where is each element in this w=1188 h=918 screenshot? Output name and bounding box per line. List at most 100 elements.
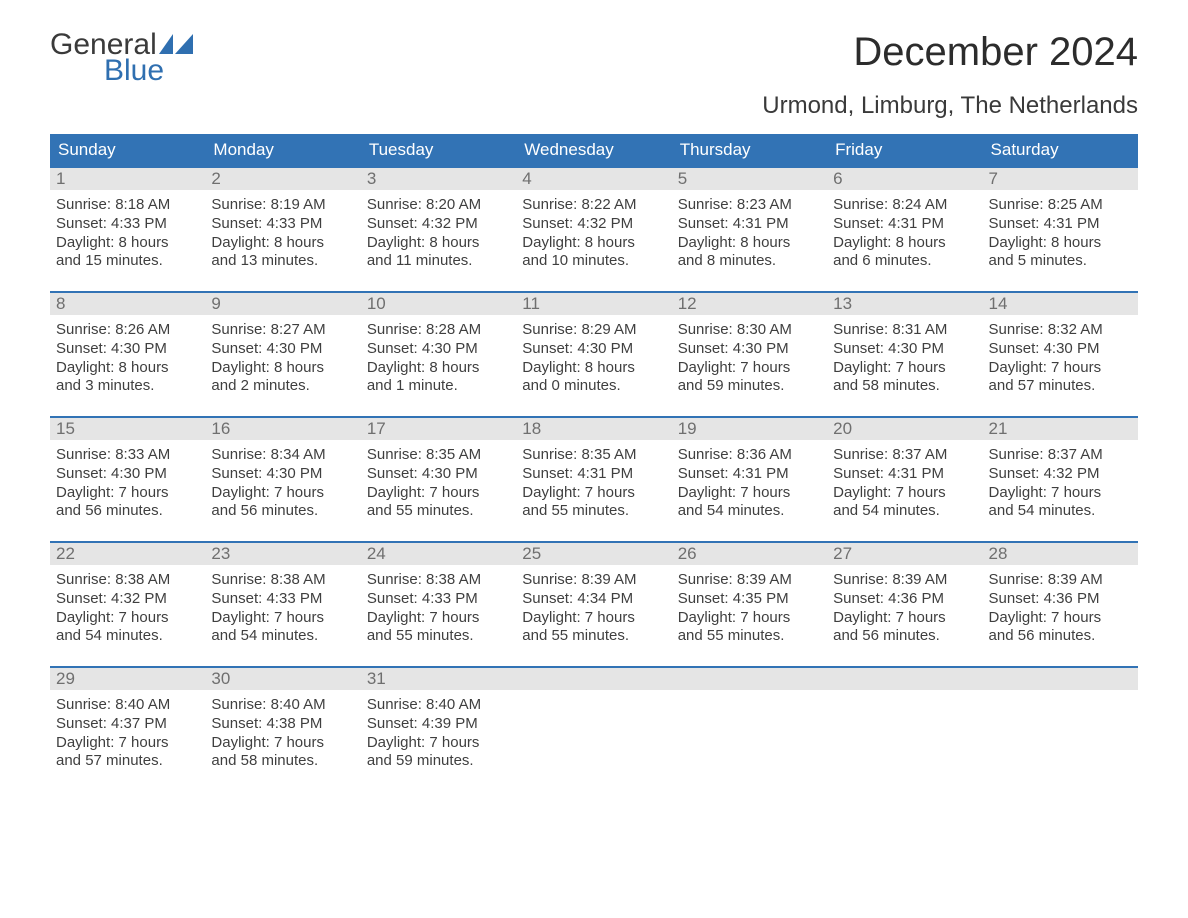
dow-thursday: Thursday [672,134,827,166]
day-number: 13 [827,293,982,315]
daylight-line-1: Daylight: 7 hours [522,609,665,628]
daylight-line-1: Daylight: 7 hours [211,609,354,628]
day-body: Sunrise: 8:23 AMSunset: 4:31 PMDaylight:… [672,190,827,271]
sunset-line: Sunset: 4:33 PM [211,215,354,234]
sunrise-line: Sunrise: 8:30 AM [678,321,821,340]
daylight-line-1: Daylight: 8 hours [367,359,510,378]
sunset-line: Sunset: 4:36 PM [833,590,976,609]
sunset-line: Sunset: 4:32 PM [989,465,1132,484]
calendar-week: 1Sunrise: 8:18 AMSunset: 4:33 PMDaylight… [50,166,1138,271]
day-number: 21 [983,418,1138,440]
daylight-line-1: Daylight: 7 hours [989,609,1132,628]
day-cell: 7Sunrise: 8:25 AMSunset: 4:31 PMDaylight… [983,168,1138,271]
daylight-line-2: and 56 minutes. [833,627,976,646]
daylight-line-1: Daylight: 7 hours [211,734,354,753]
daylight-line-2: and 55 minutes. [367,627,510,646]
day-number: 9 [205,293,360,315]
dow-monday: Monday [205,134,360,166]
daylight-line-1: Daylight: 7 hours [522,484,665,503]
day-body: Sunrise: 8:30 AMSunset: 4:30 PMDaylight:… [672,315,827,396]
day-cell [827,668,982,771]
sunset-line: Sunset: 4:30 PM [367,465,510,484]
day-number: 27 [827,543,982,565]
daylight-line-2: and 1 minute. [367,377,510,396]
sunrise-line: Sunrise: 8:38 AM [211,571,354,590]
day-body: Sunrise: 8:32 AMSunset: 4:30 PMDaylight:… [983,315,1138,396]
day-number: 16 [205,418,360,440]
daylight-line-2: and 55 minutes. [522,502,665,521]
daylight-line-1: Daylight: 7 hours [989,359,1132,378]
sunset-line: Sunset: 4:30 PM [522,340,665,359]
daylight-line-2: and 56 minutes. [56,502,199,521]
sunset-line: Sunset: 4:30 PM [211,340,354,359]
sunrise-line: Sunrise: 8:25 AM [989,196,1132,215]
sunrise-line: Sunrise: 8:39 AM [833,571,976,590]
sunset-line: Sunset: 4:32 PM [367,215,510,234]
daylight-line-1: Daylight: 8 hours [211,234,354,253]
day-cell: 14Sunrise: 8:32 AMSunset: 4:30 PMDayligh… [983,293,1138,396]
day-cell [672,668,827,771]
day-number: 10 [361,293,516,315]
daylight-line-1: Daylight: 8 hours [522,234,665,253]
sunrise-line: Sunrise: 8:37 AM [833,446,976,465]
day-number: 24 [361,543,516,565]
sunrise-line: Sunrise: 8:18 AM [56,196,199,215]
calendar-week: 8Sunrise: 8:26 AMSunset: 4:30 PMDaylight… [50,291,1138,396]
sunrise-line: Sunrise: 8:39 AM [522,571,665,590]
sunrise-line: Sunrise: 8:32 AM [989,321,1132,340]
day-number: 11 [516,293,671,315]
sunrise-line: Sunrise: 8:28 AM [367,321,510,340]
day-number: 4 [516,168,671,190]
day-body: Sunrise: 8:28 AMSunset: 4:30 PMDaylight:… [361,315,516,396]
day-cell: 9Sunrise: 8:27 AMSunset: 4:30 PMDaylight… [205,293,360,396]
sunset-line: Sunset: 4:31 PM [833,465,976,484]
day-number: 2 [205,168,360,190]
day-cell: 11Sunrise: 8:29 AMSunset: 4:30 PMDayligh… [516,293,671,396]
day-body: Sunrise: 8:40 AMSunset: 4:39 PMDaylight:… [361,690,516,771]
day-cell: 2 Sunrise: 8:19 AMSunset: 4:33 PMDaylight… [205,168,360,271]
sunset-line: Sunset: 4:31 PM [989,215,1132,234]
day-body: Sunrise: 8:40 AMSunset: 4:37 PMDaylight:… [50,690,205,771]
header: General Blue December 2024 [50,30,1138,86]
day-body: Sunrise: 8:40 AMSunset: 4:38 PMDaylight:… [205,690,360,771]
day-number [983,668,1138,690]
day-of-week-header: Sunday Monday Tuesday Wednesday Thursday… [50,134,1138,166]
day-number: 18 [516,418,671,440]
day-body: Sunrise: 8:38 AMSunset: 4:33 PMDaylight:… [205,565,360,646]
daylight-line-2: and 59 minutes. [678,377,821,396]
dow-friday: Friday [827,134,982,166]
day-body: Sunrise: 8:33 AMSunset: 4:30 PMDaylight:… [50,440,205,521]
dow-saturday: Saturday [983,134,1138,166]
daylight-line-1: Daylight: 7 hours [678,609,821,628]
day-number: 25 [516,543,671,565]
day-cell: 13Sunrise: 8:31 AMSunset: 4:30 PMDayligh… [827,293,982,396]
day-cell: 17Sunrise: 8:35 AMSunset: 4:30 PMDayligh… [361,418,516,521]
sunrise-line: Sunrise: 8:19 AM [211,196,354,215]
day-body: Sunrise: 8:39 AMSunset: 4:34 PMDaylight:… [516,565,671,646]
sunset-line: Sunset: 4:31 PM [678,215,821,234]
sunrise-line: Sunrise: 8:34 AM [211,446,354,465]
sunset-line: Sunset: 4:36 PM [989,590,1132,609]
day-body: Sunrise: 8:31 AMSunset: 4:30 PMDaylight:… [827,315,982,396]
day-number [672,668,827,690]
sunset-line: Sunset: 4:30 PM [211,465,354,484]
logo-text-blue: Blue [50,56,193,86]
day-cell: 28Sunrise: 8:39 AMSunset: 4:36 PMDayligh… [983,543,1138,646]
day-cell: 5Sunrise: 8:23 AMSunset: 4:31 PMDaylight… [672,168,827,271]
daylight-line-2: and 55 minutes. [678,627,821,646]
daylight-line-1: Daylight: 7 hours [833,484,976,503]
day-cell [516,668,671,771]
daylight-line-1: Daylight: 8 hours [367,234,510,253]
day-cell: 8Sunrise: 8:26 AMSunset: 4:30 PMDaylight… [50,293,205,396]
daylight-line-1: Daylight: 8 hours [989,234,1132,253]
daylight-line-1: Daylight: 7 hours [833,609,976,628]
day-number: 22 [50,543,205,565]
daylight-line-1: Daylight: 7 hours [678,484,821,503]
daylight-line-1: Daylight: 8 hours [56,359,199,378]
sunset-line: Sunset: 4:33 PM [56,215,199,234]
day-number: 1 [50,168,205,190]
location-text: Urmond, Limburg, The Netherlands [50,92,1138,120]
day-cell: 6Sunrise: 8:24 AMSunset: 4:31 PMDaylight… [827,168,982,271]
sunrise-line: Sunrise: 8:27 AM [211,321,354,340]
daylight-line-2: and 6 minutes. [833,252,976,271]
